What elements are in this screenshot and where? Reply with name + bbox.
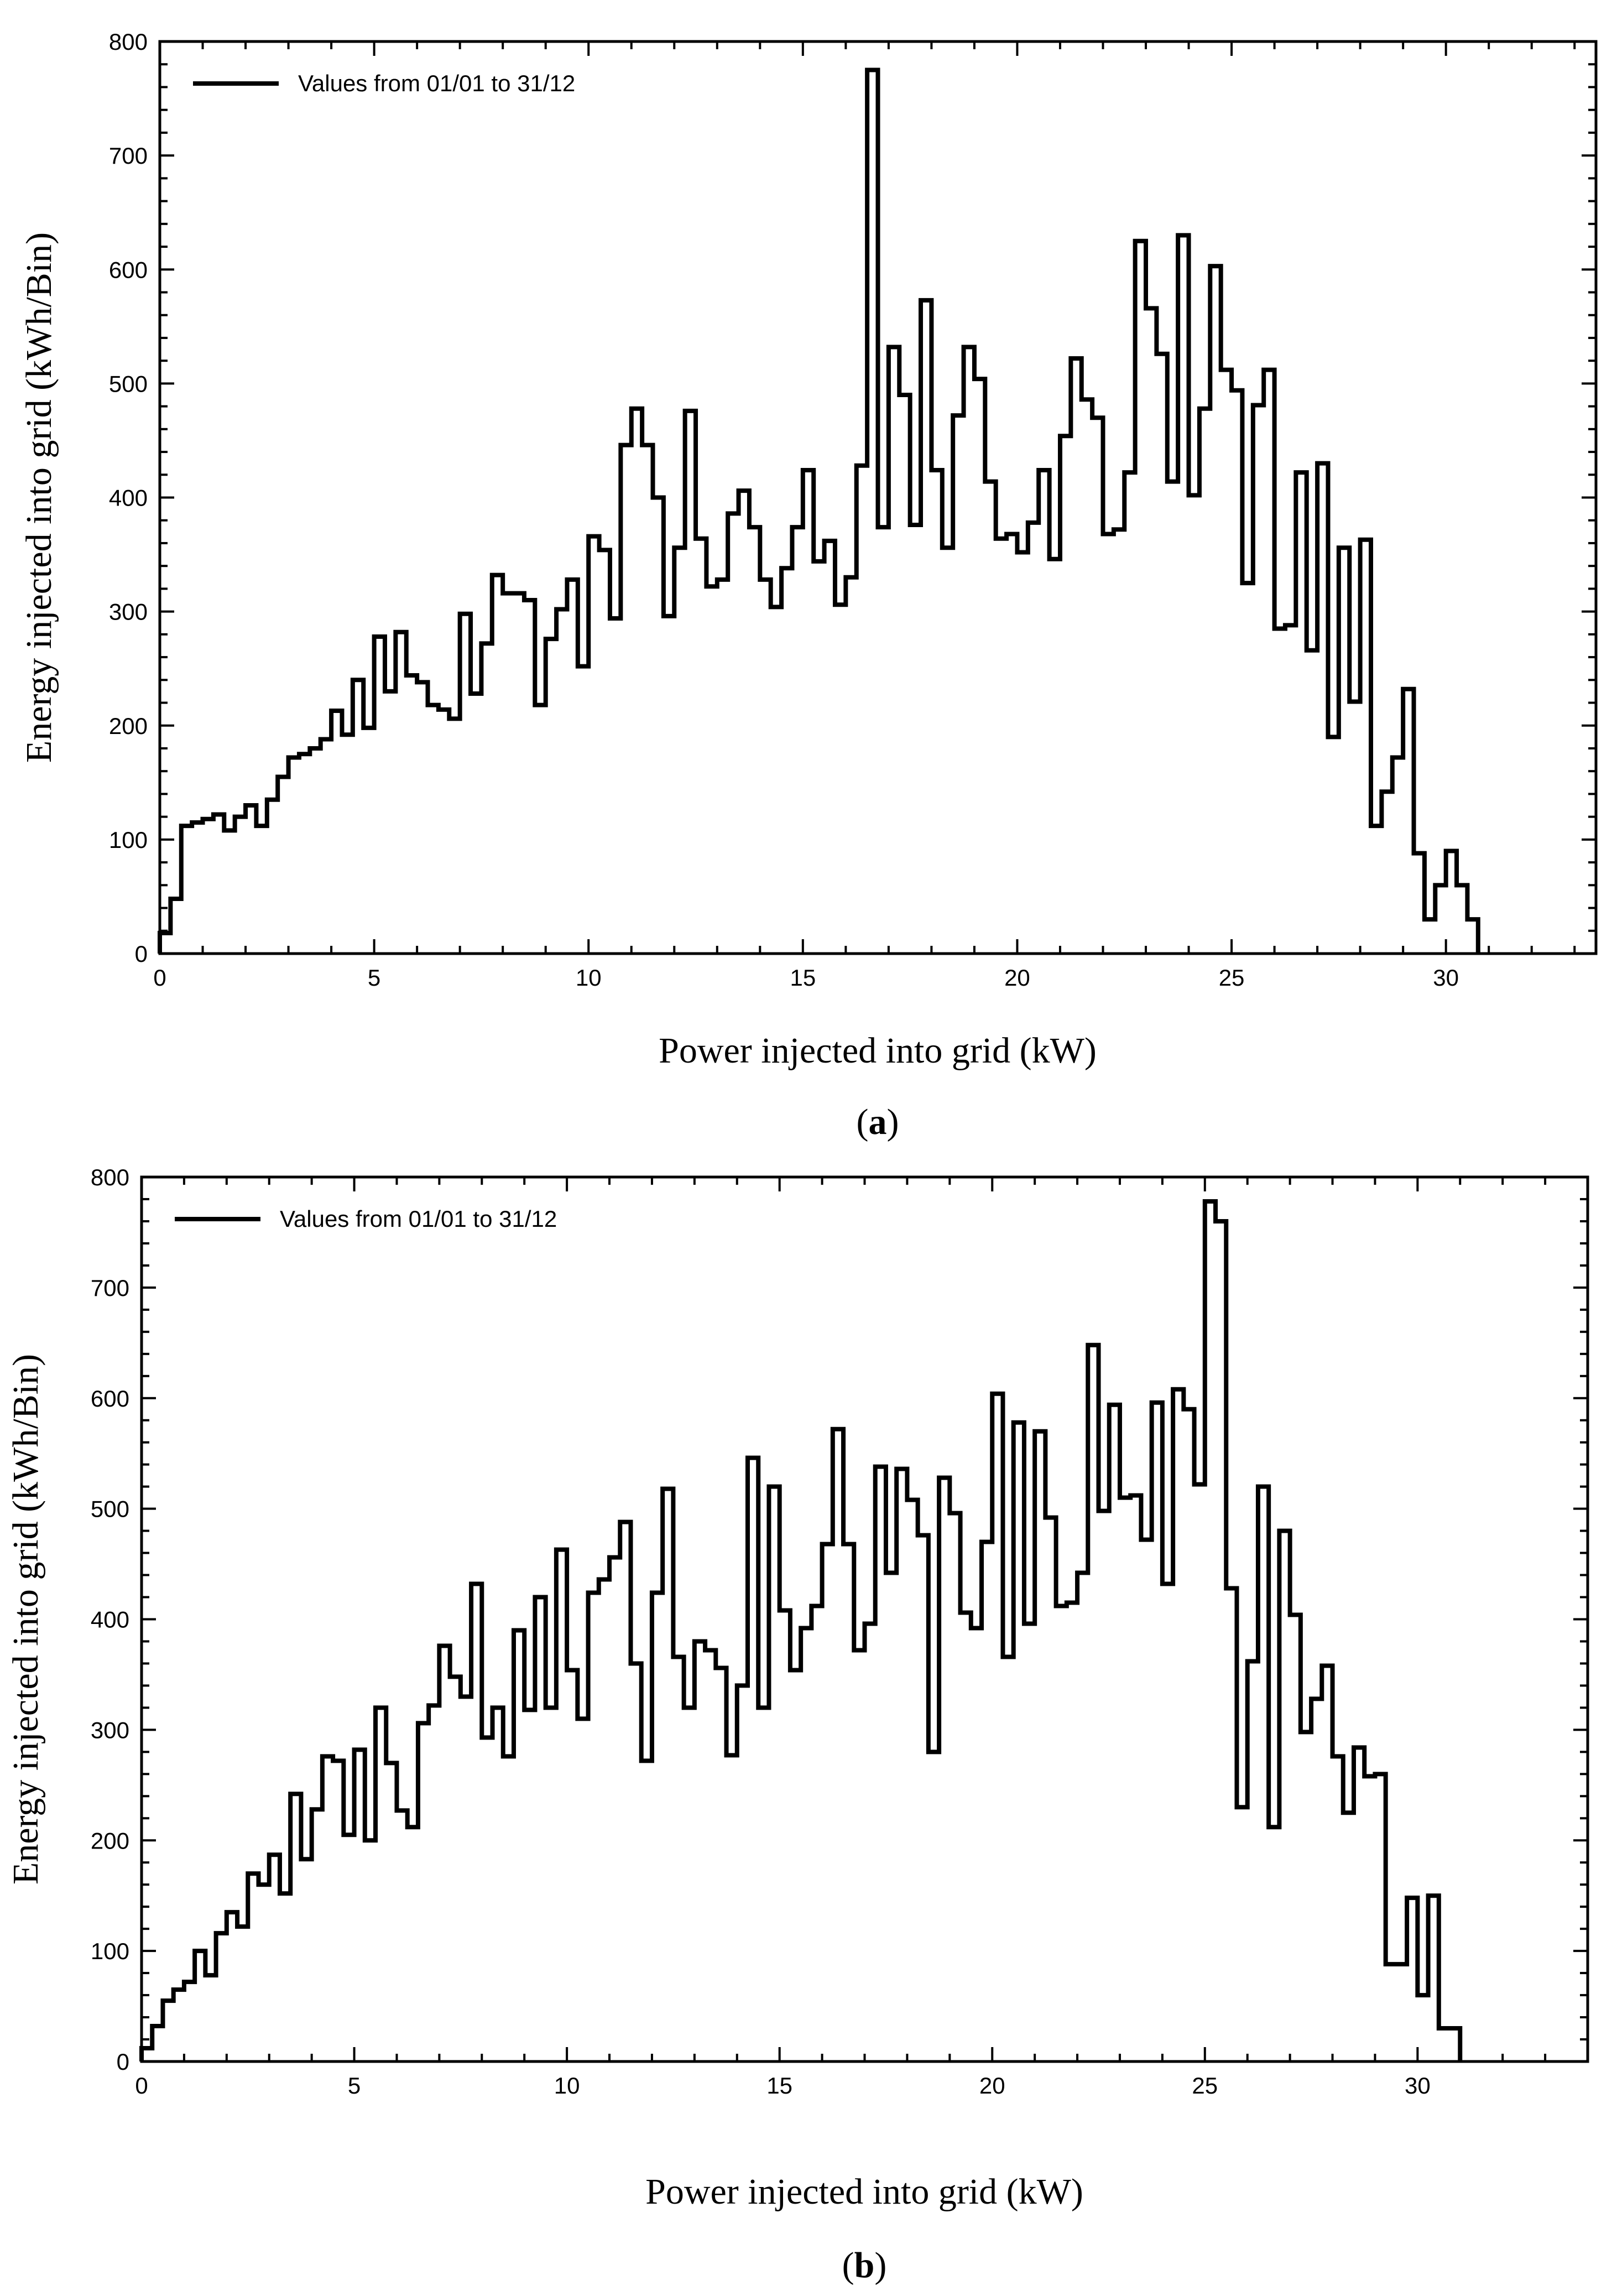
chart-panel-a: 0 5 10 15 20 25 300100200300400500600700800Pow… (19, 29, 1598, 1142)
panel-label: (b) (842, 2245, 887, 2285)
y-tick-label: 200 (109, 713, 148, 739)
legend-label: Values from 01/01 to 31/12 (298, 70, 575, 96)
series-step-line (139, 1199, 1463, 2061)
y-tick-label: 700 (91, 1275, 129, 1301)
y-tick-label: 600 (109, 257, 148, 283)
x-tick-label: 5 (368, 965, 380, 991)
x-tick-label: 0 (135, 2073, 148, 2099)
x-axis-title: Power injected into grid (kW) (645, 2172, 1083, 2212)
y-tick-label: 800 (91, 1164, 129, 1190)
x-tick-label: 15 (766, 2073, 792, 2099)
x-tick-label: 15 (790, 965, 816, 991)
x-tick-label: 10 (576, 965, 602, 991)
panel-label: (a) (857, 1102, 899, 1142)
y-tick-label: 200 (91, 1828, 129, 1854)
series-step-line (158, 67, 1480, 954)
y-tick-label: 600 (91, 1386, 129, 1412)
y-tick-label: 800 (109, 29, 148, 55)
x-tick-label: 20 (979, 2073, 1005, 2099)
x-axis-title: Power injected into grid (kW) (659, 1030, 1097, 1071)
y-tick-label: 0 (135, 941, 148, 967)
panel-label-letter: b (854, 2245, 875, 2285)
y-tick-label: 300 (109, 599, 148, 625)
x-tick-label: 10 (554, 2073, 580, 2099)
x-tick-label: 25 (1219, 965, 1245, 991)
x-tick-label: 30 (1433, 965, 1459, 991)
x-tick-label: 30 (1405, 2073, 1431, 2099)
y-tick-label: 100 (91, 1938, 129, 1964)
x-tick-label: 0 (153, 965, 166, 991)
y-tick-label: 400 (91, 1607, 129, 1633)
legend-label: Values from 01/01 to 31/12 (280, 1206, 557, 1232)
y-tick-label: 400 (109, 485, 148, 511)
y-tick-label: 500 (91, 1496, 129, 1522)
x-tick-label: 25 (1192, 2073, 1218, 2099)
y-tick-label: 100 (109, 827, 148, 853)
y-tick-label: 700 (109, 143, 148, 169)
y-tick-label: 300 (91, 1717, 129, 1743)
y-tick-label: 500 (109, 371, 148, 397)
chart-panel-b: 0 5 10 15 20 25 300100200300400500600700800Pow… (6, 1164, 1589, 2285)
x-tick-label: 20 (1004, 965, 1030, 991)
x-tick-label: 5 (348, 2073, 361, 2099)
y-axis-title: Energy injected into grid (kWh/Bin) (6, 1354, 46, 1884)
panel-label-letter: a (869, 1102, 887, 1142)
y-axis-title: Energy injected into grid (kWh/Bin) (19, 232, 59, 763)
y-tick-label: 0 (117, 2049, 129, 2075)
